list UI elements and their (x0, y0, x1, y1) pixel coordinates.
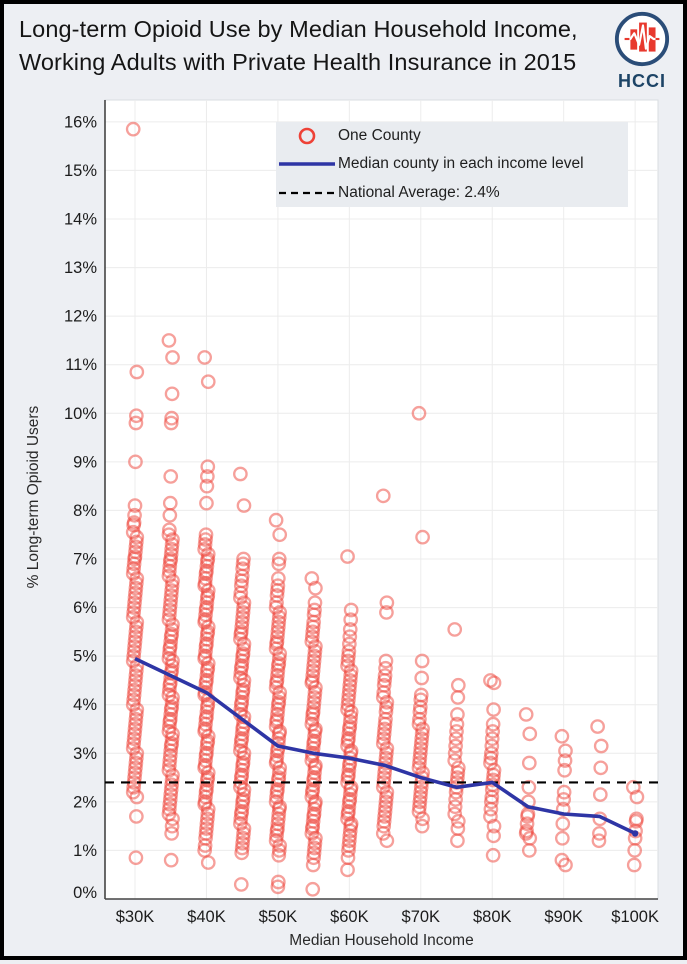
legend-label: National Average: 2.4% (338, 183, 500, 201)
svg-text:$40K: $40K (187, 908, 226, 926)
legend-label: One County (338, 127, 421, 145)
svg-text:$70K: $70K (402, 908, 441, 926)
svg-text:$100K: $100K (611, 908, 659, 926)
x-axis-title: Median Household Income (289, 932, 474, 949)
hcci-logo-icon (614, 11, 670, 67)
svg-text:14%: 14% (64, 211, 97, 229)
svg-text:$60K: $60K (330, 908, 369, 926)
svg-text:8%: 8% (73, 502, 97, 520)
svg-text:0%: 0% (73, 884, 97, 902)
page-title: Long-term Opioid Use by Median Household… (19, 13, 614, 79)
svg-text:1%: 1% (73, 842, 97, 860)
scatter-plot: 0% 1% 2% 3% 4% 5% 6% 7% 8% 9% 10% 11% 12% 13% 14% 15% 16… (64, 99, 659, 926)
svg-text:5%: 5% (73, 648, 97, 666)
svg-text:9%: 9% (73, 453, 97, 471)
svg-text:6%: 6% (73, 599, 97, 617)
median-line-icon (276, 160, 338, 168)
legend-item-county: One County (276, 124, 628, 148)
svg-text:$50K: $50K (259, 908, 298, 926)
y-axis-title: % Long-term Opioid Users (25, 405, 42, 589)
title-line-1: Long-term Opioid Use by Median Household… (19, 16, 578, 42)
dashed-line-icon (276, 189, 338, 197)
svg-text:16%: 16% (64, 113, 97, 131)
svg-text:$90K: $90K (544, 908, 583, 926)
svg-text:15%: 15% (64, 162, 97, 180)
legend-item-national-average: National Average: 2.4% (276, 181, 628, 205)
svg-text:7%: 7% (73, 551, 97, 569)
svg-text:3%: 3% (73, 745, 97, 763)
hcci-logo-text: HCCI (618, 71, 666, 91)
county-circle-icon (276, 126, 338, 146)
title-line-2: Working Adults with Private Health Insur… (19, 49, 577, 75)
svg-text:$80K: $80K (473, 908, 512, 926)
legend-item-median: Median county in each income level (276, 152, 628, 176)
svg-text:4%: 4% (73, 696, 97, 714)
svg-text:$30K: $30K (116, 908, 155, 926)
svg-text:12%: 12% (64, 308, 97, 326)
chart-legend: One County Median county in each income … (276, 122, 628, 207)
svg-text:2%: 2% (73, 793, 97, 811)
svg-text:11%: 11% (65, 356, 97, 374)
svg-text:13%: 13% (64, 259, 97, 277)
legend-label: Median county in each income level (338, 155, 584, 173)
hcci-logo: HCCI (611, 10, 673, 91)
svg-text:10%: 10% (64, 405, 97, 423)
